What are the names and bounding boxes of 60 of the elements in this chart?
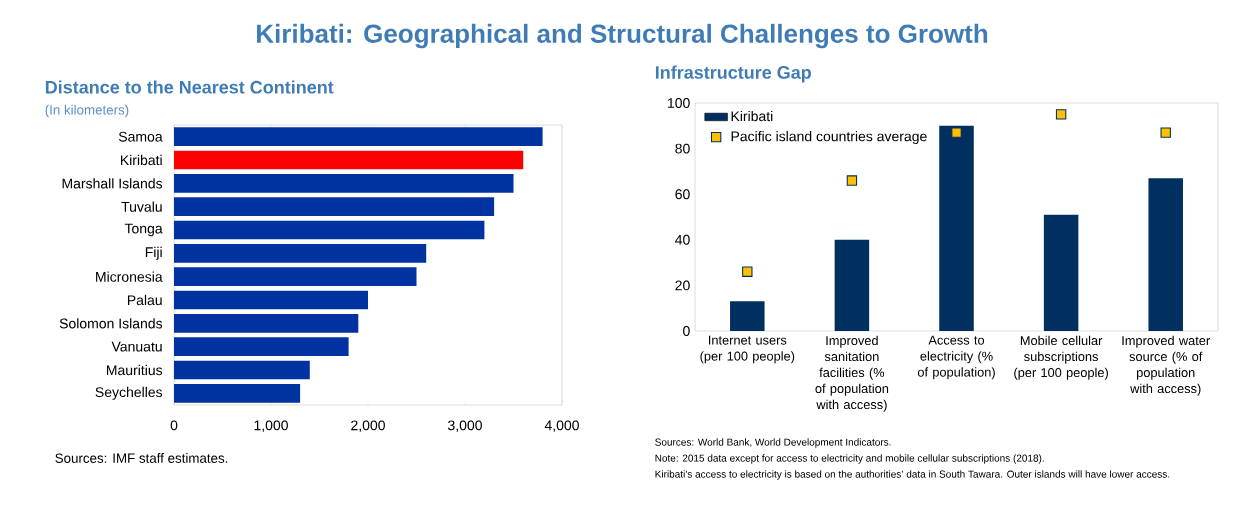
y-tick-label: 100 [668,98,690,108]
bar [174,150,524,170]
x-tick-label: Access to electricity (% of population) [917,335,995,380]
x-tick-label: Improved water source (% of population with access) [1122,335,1210,396]
bar [174,384,301,403]
y-tick-label: 20 [675,280,690,291]
bar [174,314,359,333]
text: Note: 2015 data except for access to electricity and mobile cellular subscriptions (2018). [655,454,1044,464]
y-tick-label: 0 [683,326,690,336]
bar [939,125,974,331]
y-tick-label: Seychelles [95,386,163,400]
text: Kiribati: Geographical and Structural Challenges to Growth [257,23,988,49]
point [951,127,962,138]
x-tick-label: 4,000 [544,420,579,432]
y-tick-label: Palau [127,294,162,306]
bar [834,239,870,331]
point [1055,109,1067,120]
y-tick-label: Marshall Islands [62,178,163,189]
y-tick-label: Vanuatu [111,341,162,352]
y-tick-label: Tuvalu [121,201,162,212]
bar [174,337,349,356]
chart-title: Infrastructure Gap [655,65,811,83]
y-tick-label: Samoa [118,131,163,142]
y-tick-label: Fiji [145,246,162,260]
bar [1148,178,1183,331]
y-tick-label: Solomon Islands [59,318,163,329]
text: Kiribati’s access to electricity is based on the authorities’ data in South Tawara. Outer islands will have lower access. [655,470,1170,480]
point [742,266,753,277]
bar [174,197,495,216]
y-tick-label: 80 [675,143,690,154]
y-tick-label: 60 [675,189,690,200]
bar [730,301,765,331]
bar [174,127,543,146]
bar [1043,214,1079,331]
bar [174,290,368,310]
chart-title: Distance to the Nearest Continent [45,80,334,94]
y-tick-label: Micronesia [96,271,163,282]
x-tick-label: 2,000 [351,420,385,432]
legend-label: Pacific island countries average [731,131,927,145]
legend-label: Kiribati [731,110,773,122]
x-tick-label: 1,000 [254,420,288,432]
y-tick-label: Kiribati [120,154,162,166]
x-tick-label: 0 [170,420,178,431]
bar [174,360,310,380]
source-note: Sources: IMF staff estimates. [55,453,228,463]
bar [174,174,514,193]
x-tick-label: Mobile cellular subscriptions (per 100 people) [1014,335,1108,380]
bar [174,244,427,263]
y-tick-label: Tonga [124,223,163,237]
y-tick-label: 40 [675,234,690,245]
y-tick-label: Mauritius [106,364,163,376]
point [1160,127,1171,138]
x-tick-label: 3,000 [448,420,482,432]
x-tick-label: Improved sanitation facilities (% of population with access) [815,335,889,412]
source-note: Sources: World Bank, World Development Indicators. [655,438,891,448]
point [846,175,858,186]
bar [174,220,485,240]
bar [174,267,417,286]
x-tick-label: Internet users (per 100 people) [700,335,795,364]
chart-subtitle: (In kilometers) [45,104,129,118]
